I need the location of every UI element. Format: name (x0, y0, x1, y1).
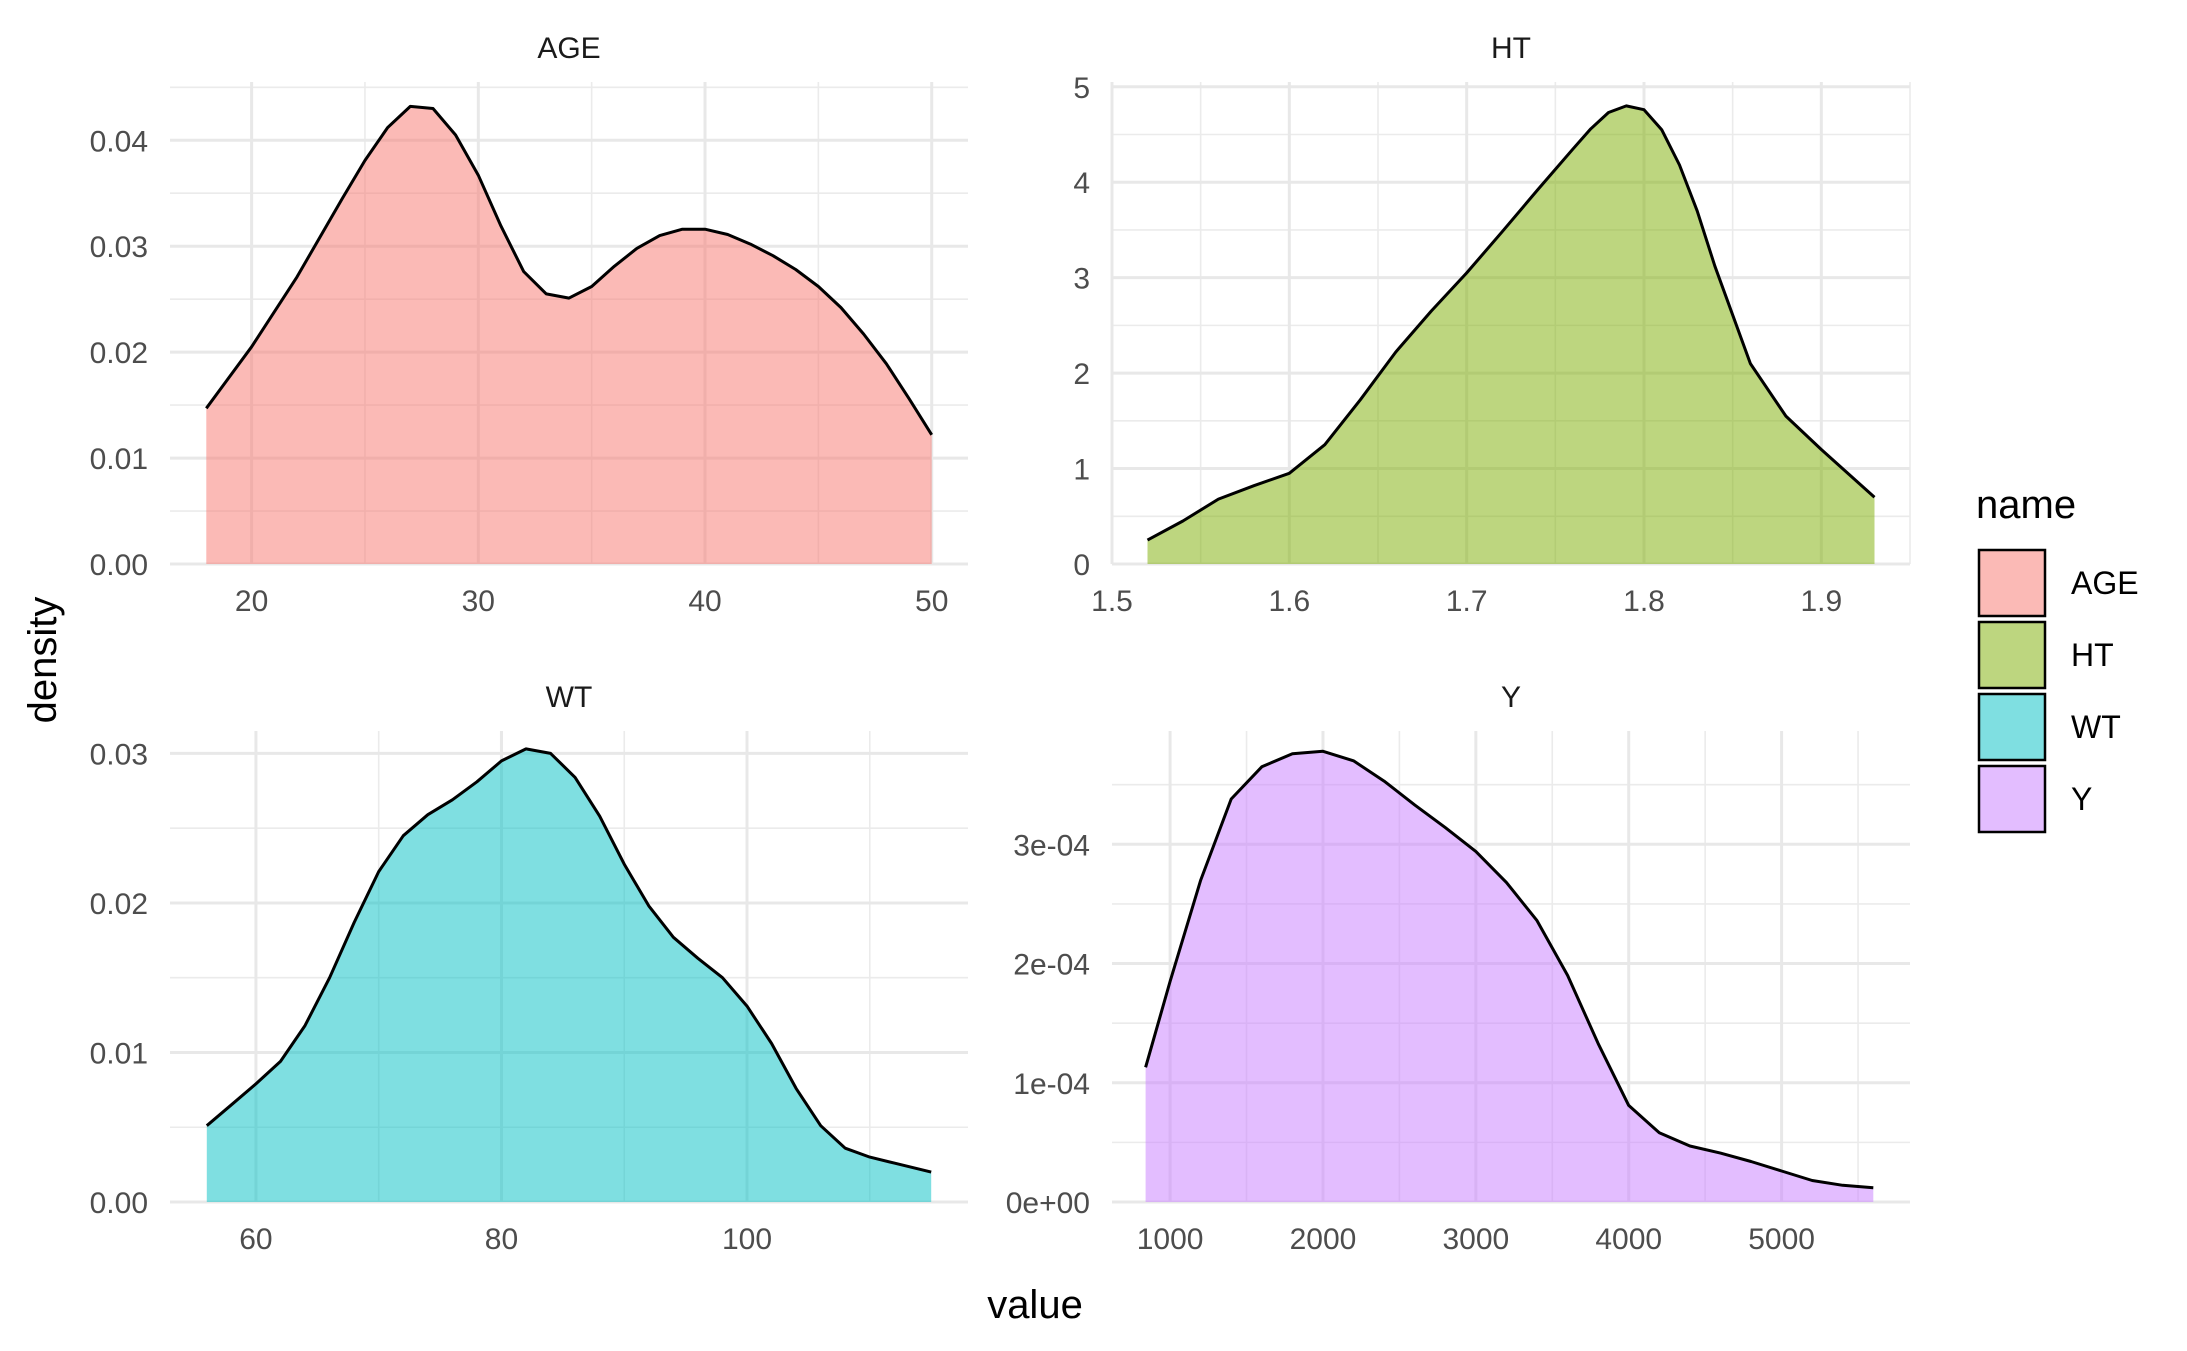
y-tick-label-ht: 1 (1073, 454, 1090, 487)
y-tick-label-y: 0e+00 (1006, 1187, 1090, 1220)
y-axis-title: density (21, 597, 65, 724)
x-tick-label-wt: 100 (722, 1223, 772, 1256)
density-line-ht (1146, 104, 1876, 542)
x-axis-title: value (987, 1283, 1083, 1327)
legend-key-age (1977, 548, 2047, 618)
x-tick-label-age: 20 (235, 585, 268, 618)
x-tick-label-ht: 1.9 (1800, 585, 1842, 618)
y-tick-label-wt: 0.03 (90, 738, 148, 771)
density-area-y (1145, 751, 1874, 1202)
y-tick-label-y: 1e-04 (1013, 1068, 1090, 1101)
y-tick-label-age: 0.04 (90, 125, 148, 158)
y-tick-label-age: 0.01 (90, 443, 148, 476)
density-area-ht (1147, 105, 1875, 565)
y-tick-label-ht: 0 (1073, 549, 1090, 582)
density-line-wt (205, 747, 932, 1174)
density-line-y (1144, 749, 1874, 1190)
panel-ht: HT 1.5 1.6 1.7 1.8 1.9 0 1 2 3 4 5 (1073, 32, 1911, 618)
x-tick-label-age: 50 (915, 585, 948, 618)
x-tick-label-y: 2000 (1290, 1223, 1357, 1256)
panel-y: Y 1000 2000 3000 4000 5000 0e+00 1e-04 2e-04 3e-0… (1006, 681, 1910, 1256)
y-tick-label-wt: 0.02 (90, 888, 148, 921)
legend-item-y: Y (1977, 764, 2092, 834)
y-tick-label-wt: 0.00 (90, 1187, 148, 1220)
x-tick-label-age: 30 (462, 585, 495, 618)
facet-title-y: Y (1501, 681, 1521, 714)
y-tick-label-age: 0.00 (90, 549, 148, 582)
y-tick-label-ht: 2 (1073, 358, 1090, 391)
legend-label-y: Y (2071, 781, 2092, 817)
x-tick-label-ht: 1.5 (1091, 585, 1133, 618)
x-tick-label-ht: 1.7 (1446, 585, 1488, 618)
legend-key-y (1977, 764, 2047, 834)
density-area-age (206, 106, 932, 565)
x-tick-label-wt: 80 (485, 1223, 518, 1256)
x-tick-label-wt: 60 (239, 1223, 272, 1256)
y-tick-label-ht: 4 (1073, 167, 1090, 200)
x-tick-label-y: 4000 (1595, 1223, 1662, 1256)
y-tick-label-ht: 5 (1073, 72, 1090, 105)
x-tick-label-ht: 1.6 (1268, 585, 1310, 618)
facet-title-wt: WT (546, 681, 593, 714)
y-tick-label-y: 3e-04 (1013, 829, 1090, 862)
legend-label-age: AGE (2071, 565, 2139, 601)
density-line-age (205, 104, 933, 436)
legend-key-wt (1977, 692, 2047, 762)
y-tick-label-ht: 3 (1073, 263, 1090, 296)
facet-title-age: AGE (537, 32, 600, 65)
legend-item-ht: HT (1977, 620, 2114, 690)
y-tick-label-age: 0.02 (90, 337, 148, 370)
legend-label-wt: WT (2071, 709, 2121, 745)
legend-label-ht: HT (2071, 637, 2114, 673)
panel-wt: WT 60 80 100 0.00 0.01 0.02 0.03 (90, 681, 968, 1256)
x-tick-label-y: 5000 (1748, 1223, 1815, 1256)
legend-key-ht (1977, 620, 2047, 690)
legend-item-age: AGE (1977, 548, 2139, 618)
x-tick-label-y: 1000 (1137, 1223, 1204, 1256)
legend: name AGE HT WT Y (1976, 483, 2139, 834)
x-tick-label-age: 40 (688, 585, 721, 618)
legend-item-wt: WT (1977, 692, 2121, 762)
legend-title: name (1976, 483, 2076, 527)
panel-age: AGE 20 30 40 50 0.00 0.01 0.02 0.03 0.04 (90, 32, 968, 618)
x-tick-label-y: 3000 (1442, 1223, 1509, 1256)
facet-title-ht: HT (1491, 32, 1531, 65)
density-area-wt (206, 748, 932, 1202)
y-tick-label-age: 0.03 (90, 231, 148, 264)
y-tick-label-y: 2e-04 (1013, 949, 1090, 982)
y-tick-label-wt: 0.01 (90, 1037, 148, 1070)
x-tick-label-ht: 1.8 (1623, 585, 1665, 618)
